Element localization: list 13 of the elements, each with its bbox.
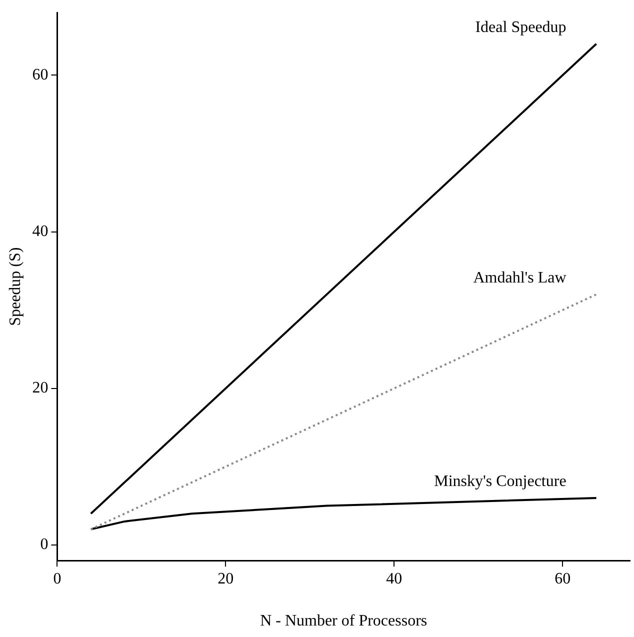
x-tick-label: 0: [53, 570, 62, 588]
series-label: Minsky's Conjecture: [434, 473, 566, 490]
y-tick-label: 60: [32, 66, 48, 84]
x-tick-label: 20: [218, 570, 234, 588]
x-axis-title: N - Number of Processors: [260, 612, 428, 630]
x-tick-label: 60: [554, 570, 571, 588]
series-label: Ideal Speedup: [475, 19, 566, 36]
y-tick-label: 40: [32, 223, 48, 240]
y-tick-label: 0: [40, 536, 48, 554]
y-axis-title: Speedup (S): [6, 247, 24, 326]
x-tick-label: 40: [386, 570, 402, 588]
series-label: Amdahl's Law: [473, 270, 567, 287]
y-tick-label: 20: [32, 380, 48, 397]
